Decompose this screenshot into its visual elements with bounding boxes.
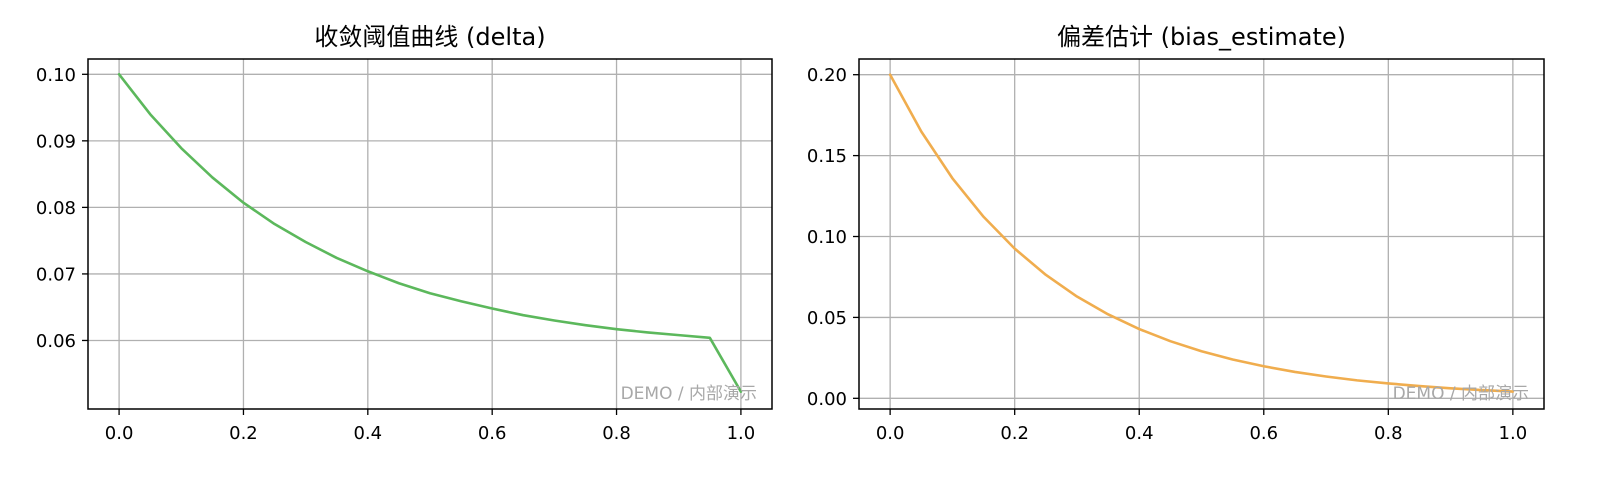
y-tick-label: 0.06 <box>36 331 76 352</box>
axes-frame <box>87 58 773 410</box>
chart-title: 收敛阈值曲线 (delta) <box>314 23 545 51</box>
watermark-text: DEMO / 内部演示 <box>1393 384 1529 404</box>
x-tick-label: 0.6 <box>1249 423 1278 444</box>
x-tick-label: 0.0 <box>105 423 134 444</box>
y-tick-label: 0.07 <box>36 264 76 285</box>
x-tick-label: 0.6 <box>478 423 507 444</box>
axes-frame <box>858 58 1545 410</box>
x-tick-label: 0.8 <box>1374 423 1403 444</box>
y-tick-label: 0.00 <box>807 389 847 410</box>
y-tick-label: 0.08 <box>36 198 76 219</box>
x-tick-label: 0.0 <box>876 423 905 444</box>
chart-panel-2: DEMO / 内部演示 0.0 0.2 0.4 0.6 0.8 1.0 0.00 0.05 0.1… <box>807 23 1545 444</box>
x-tick-label: 0.2 <box>1000 423 1029 444</box>
y-tick-label: 0.05 <box>807 308 847 329</box>
x-tick-label: 1.0 <box>727 423 756 444</box>
y-tick-label: 0.20 <box>807 65 847 86</box>
series-line <box>888 73 1515 393</box>
y-tick-label: 0.10 <box>807 227 847 248</box>
x-tick-label: 0.2 <box>229 423 258 444</box>
series-line <box>117 73 743 393</box>
x-tick-label: 0.4 <box>353 423 382 444</box>
y-tick-label: 0.09 <box>36 131 76 152</box>
x-tick-label: 0.8 <box>602 423 631 444</box>
y-tick-label: 0.10 <box>36 65 76 86</box>
watermark-text: DEMO / 内部演示 <box>621 384 757 404</box>
x-tick-label: 0.4 <box>1125 423 1154 444</box>
chart-panel-1: DEMO / 内部演示 0.0 0.2 0.4 0.6 0.8 1.0 0.06 0.07 0.0… <box>36 23 773 444</box>
y-tick-label: 0.15 <box>807 146 847 167</box>
x-tick-label: 1.0 <box>1499 423 1528 444</box>
chart-title: 偏差估计 (bias_estimate) <box>1057 23 1346 51</box>
